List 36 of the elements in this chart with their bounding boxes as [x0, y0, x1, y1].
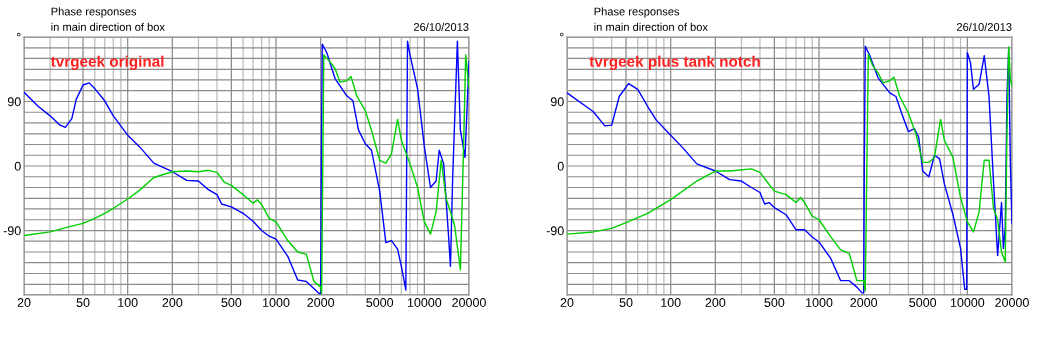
x-tick-label: 200 — [705, 298, 726, 307]
x-tick-label: 2000 — [850, 298, 878, 307]
y-tick-label: ° — [16, 32, 21, 37]
annotation: tvrgeek plus tank notch — [589, 55, 760, 70]
x-tick-label: 20000 — [995, 298, 1029, 307]
y-tick-label: 90 — [550, 97, 564, 107]
x-tick-label: 10000 — [407, 298, 442, 307]
x-tick-label: 500 — [221, 298, 242, 307]
y-tick-label: -90 — [3, 226, 21, 236]
y-tick-label: -90 — [546, 226, 564, 236]
text: 26/10/2013 — [413, 22, 469, 31]
y-tick-label: 0 — [14, 161, 21, 171]
x-tick-label: 20 — [560, 298, 574, 307]
annotation: tvrgeek original — [50, 55, 164, 70]
x-tick-label: 10000 — [950, 298, 985, 307]
x-tick-label: 50 — [76, 298, 90, 307]
x-tick-label: 100 — [118, 298, 138, 307]
x-tick-label: 20 — [17, 298, 31, 307]
x-tick-label: 2000 — [307, 298, 335, 307]
chart-title: Phase responses — [594, 7, 680, 18]
x-tick-label: 200 — [162, 298, 183, 307]
x-tick-label: 5000 — [366, 298, 394, 307]
text: 26/10/2013 — [956, 22, 1012, 31]
x-tick-label: 50 — [619, 298, 633, 307]
y-tick-label: 0 — [557, 161, 564, 171]
x-tick-label: 5000 — [909, 298, 937, 307]
y-tick-label: ° — [559, 32, 564, 37]
chart-subtitle: in main direction of box — [51, 22, 165, 31]
chart-title: Phase responses — [51, 7, 137, 18]
x-tick-label: 100 — [661, 298, 681, 307]
chart-subtitle: in main direction of box — [594, 22, 708, 31]
x-tick-label: 1000 — [263, 298, 290, 307]
x-tick-label: 20000 — [452, 298, 486, 307]
x-tick-label: 500 — [764, 298, 785, 307]
x-tick-label: 1000 — [806, 298, 833, 307]
y-tick-label: 90 — [7, 97, 21, 107]
